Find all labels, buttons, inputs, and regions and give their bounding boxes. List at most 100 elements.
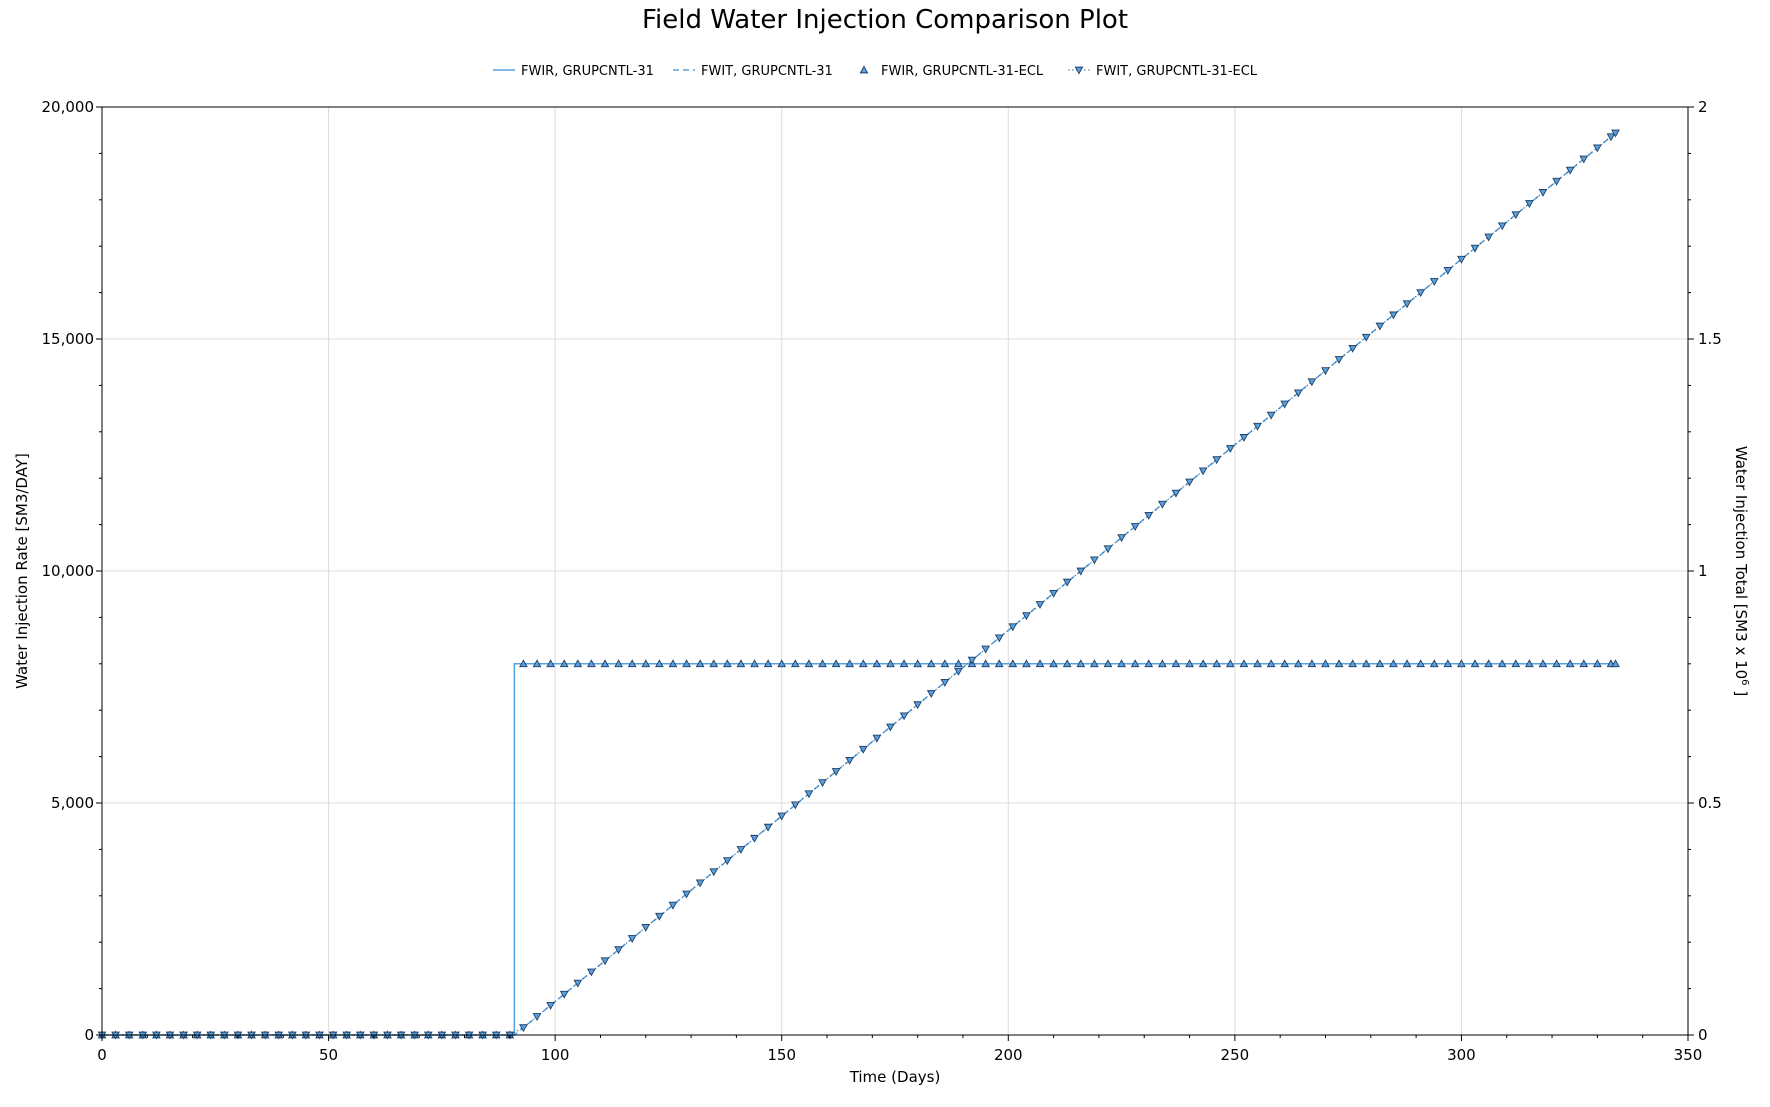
fwit-ecl-marker [777,812,787,821]
x-tick-label: 200 [994,1046,1023,1064]
y-left-axis-label: Water Injection Rate [SM3/DAY] [13,453,31,689]
y-right-axis-ticks: 0 0.5 1 1.5 2 [1688,98,1722,1044]
legend-item: FWIR, GRUPCNTL-31-ECL [859,64,1044,79]
fwir-ecl-marker [804,659,814,668]
fwit-ecl-marker [858,745,868,754]
fwir-ecl-marker [1334,659,1344,668]
fwit-ecl-marker [831,768,841,776]
fwir-ecl-marker [736,659,746,668]
x-tick-label: 250 [1221,1046,1250,1064]
fwit-ecl-marker [1593,144,1602,153]
fwir-ecl-marker [1022,659,1031,668]
fwit-ecl-marker [519,1024,528,1033]
fwit-ecl-marker [1022,612,1031,621]
fwit-ecl-marker [1511,211,1521,220]
fwir-ecl-marker [1171,659,1181,668]
fwit-ecl-marker [614,946,623,955]
fwir-ecl-marker [668,659,678,668]
fwit-ecl-marker [1185,478,1194,487]
fwit-ecl-marker [641,924,651,932]
y-left-tick-label: 15,000 [42,330,95,348]
fwit-ecl-marker [899,712,909,721]
fwir-ecl-marker [1035,659,1045,668]
fwit-ecl-marker [546,1001,555,1010]
fwir-ecl-marker [926,659,936,668]
fwir-ecl-marker [1552,659,1561,668]
fwit-ecl-marker [1525,200,1534,209]
fwir-ecl-marker [1429,659,1439,668]
fwit-ecl-marker [1552,177,1561,186]
fwit-ecl-marker [1307,378,1317,387]
fwir-ecl-marker [1293,659,1303,668]
fwit-ecl-marker [1579,155,1589,164]
fwir-ecl-marker [777,659,787,668]
fwit-ecl-marker [668,901,678,910]
legend-swatch-triangle-up [859,65,869,74]
fwit-ecl-marker [722,857,732,866]
x-tick-label: 0 [97,1046,107,1064]
fwit-ecl-marker [1117,534,1126,543]
fwit-ecl-marker [1130,523,1140,531]
fwit-ecl-marker [1035,601,1045,609]
legend-label: FWIR, GRUPCNTL-31 [521,64,654,79]
y-right-tick-label: 2 [1698,98,1708,116]
fwir-ecl-marker [1348,659,1358,668]
fwit-ecl-marker [940,679,950,687]
fwit-ecl-marker [1225,445,1235,454]
fwit-ecl-marker [967,656,977,665]
fwit-ecl-marker [981,645,990,654]
fwir-ecl-marker [1525,659,1534,668]
fwir-ecl-marker [573,659,583,668]
fwit-ecl-marker [1144,511,1154,520]
fwir-ecl-marker [1266,659,1276,668]
fwir-ecl-marker [831,659,841,668]
fwit-ecl-marker [1416,289,1426,298]
fwit-ecl-marker [559,990,569,999]
fwit-ecl-marker [790,801,800,810]
fwit-ecl-marker [1497,222,1507,231]
fwit-ecl-marker [926,690,936,699]
fwir-ecl-marker [519,659,528,668]
fwit-ecl-marker [818,779,827,788]
fwir-ecl-marker [763,659,773,668]
fwir-ecl-marker [1497,659,1507,668]
y-right-tick-label: 1.5 [1698,330,1722,348]
fwit-ecl-marker [1606,133,1616,142]
fwit-ecl-marker [655,912,664,921]
fwir-ecl-marker [1062,659,1072,668]
fwir-ecl-marker [722,659,732,668]
fwit-ecl-marker [532,1013,542,1021]
fwit-ecl-marker [1280,400,1290,409]
fwit-ecl-marker [587,968,596,977]
fwir-ecl-marker [1198,659,1208,668]
y-left-tick-label: 5,000 [51,794,94,812]
chart-title: Field Water Injection Comparison Plot [642,5,1128,35]
fwir-ecl-marker [994,659,1004,668]
fwir-ecl-marker [682,659,691,668]
legend-swatch-triangle-down [1074,66,1084,75]
fwit-ecl-marker [695,879,705,888]
legend-label: FWIR, GRUPCNTL-31-ECL [881,64,1044,79]
x-tick-label: 350 [1674,1046,1703,1064]
fwir-ecl-marker [790,659,800,668]
fwit-ecl-marker [1402,300,1412,309]
fwit-ecl-marker [1470,244,1480,253]
fwir-ecl-marker [1443,659,1453,668]
x-tick-label: 150 [767,1046,796,1064]
fwir-ecl-marker [940,659,950,668]
legend-label: FWIT, GRUPCNTL-31 [701,64,833,79]
fwit-ecl-marker [1611,129,1620,138]
legend-label: FWIT, GRUPCNTL-31-ECL [1096,64,1258,79]
fwit-ecl-marker [1157,500,1167,509]
fwit-ecl-marker [1565,166,1575,175]
fwir-ecl-marker [1008,659,1018,668]
fwit-ecl-marker [682,890,691,899]
fwit-ecl-marker [1457,255,1466,264]
x-axis-label: Time (Days) [849,1068,941,1086]
fwit-ecl-marker [1076,567,1086,576]
fwir-ecl-marker [1157,659,1167,668]
fwir-ecl-marker [559,659,569,668]
fwit-ecl-marker [1103,545,1113,554]
fwit-ecl-marker [750,834,759,843]
fwit-ecl-marker [600,957,610,966]
